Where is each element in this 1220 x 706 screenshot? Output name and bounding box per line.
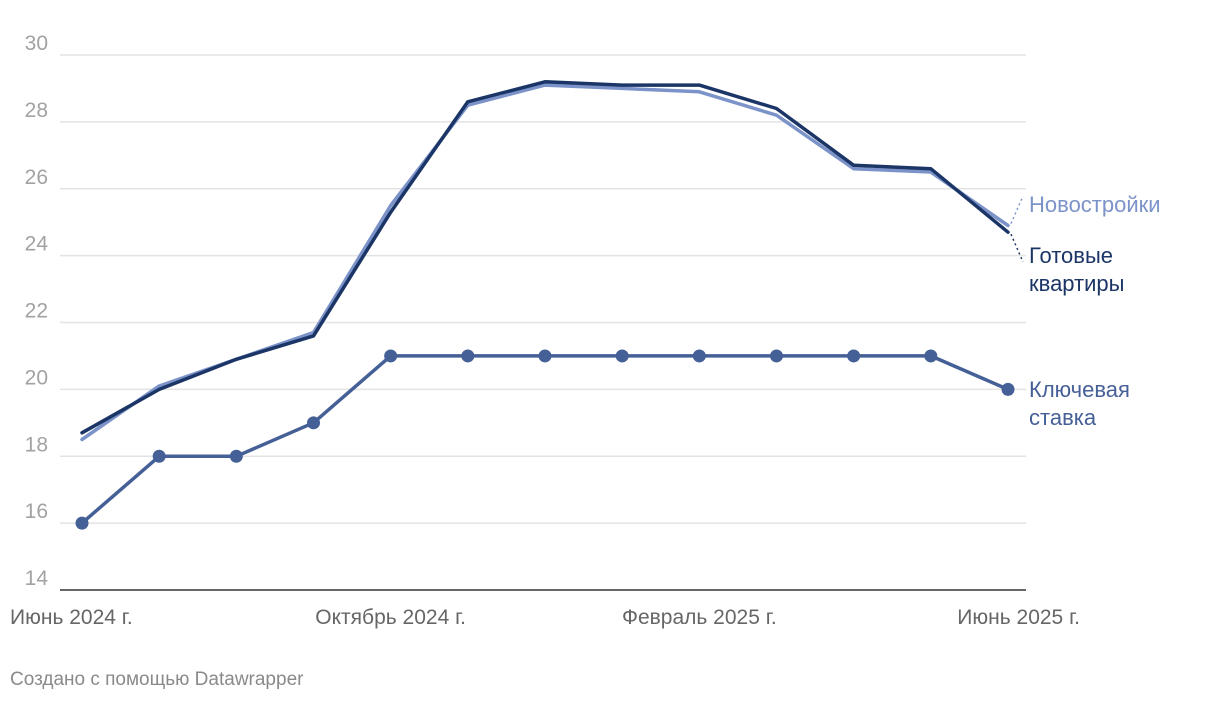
series-2-point-2024-08	[229, 449, 243, 463]
grid-layer	[60, 54, 1026, 591]
series-2-point-2025-05	[924, 349, 938, 363]
series-2-point-2024-12	[538, 349, 552, 363]
x-tick-label-2025-02: Февраль 2025 г.	[622, 606, 777, 629]
series-line-2	[80, 354, 1010, 525]
series-2-point-2024-11	[461, 349, 475, 363]
x-tick-label-2024-06: Июнь 2024 г.	[10, 606, 133, 629]
series-labels: Новостройки Готовые квартиры Ключевая ставка	[1010, 192, 1161, 430]
x-tick-label-2024-10: Октябрь 2024 г.	[315, 606, 466, 629]
y-tick-label-22: 22	[25, 300, 48, 323]
series-label-novostroyki: Новостройки	[1029, 192, 1161, 217]
y-tick-label-14: 14	[25, 567, 49, 590]
label-leader-gotovye	[1010, 233, 1024, 263]
y-tick-label-28: 28	[25, 99, 48, 122]
series-2-point-2024-09	[307, 416, 320, 430]
series-line-1	[80, 80, 1010, 435]
y-tick-label-20: 20	[25, 366, 48, 389]
series-2-point-2024-10	[384, 349, 398, 363]
series-label-gotovye-line-0: Готовые	[1029, 243, 1113, 268]
series-label-gotovye-line-1: квартиры	[1029, 271, 1124, 296]
x-axis-ticks: Июнь 2024 г. Октябрь 2024 г. Февраль 2025 …	[10, 606, 1080, 629]
series-label-klyuchevaya-line-0: Ключевая	[1029, 377, 1130, 402]
y-axis-ticks: 14 16 18 20 22 24 26 28 30	[25, 32, 49, 590]
series-label-gotovye: Готовые квартиры	[1029, 243, 1124, 296]
series-2-point-2025-01	[615, 349, 629, 363]
series-2-point-2025-06	[1001, 382, 1015, 396]
label-leader-novostroyki	[1010, 195, 1024, 224]
line-chart: 14 16 18 20 22 24 26 28 30 Июнь 2024 г. Октябрь 2…	[10, 32, 1161, 629]
y-tick-label-16: 16	[25, 500, 48, 523]
series-2-point-2025-02	[692, 349, 706, 363]
series-2-point-2025-04	[847, 349, 861, 363]
y-tick-label-18: 18	[25, 433, 48, 456]
series-2-point-2025-03	[770, 349, 783, 363]
series-label-klyuchevaya: Ключевая ставка	[1029, 377, 1130, 430]
series-line-0	[80, 83, 1010, 442]
series-2-point-2024-06	[75, 516, 89, 530]
series-2-point-2024-07	[152, 449, 166, 463]
y-tick-label-26: 26	[25, 166, 48, 189]
y-tick-label-30: 30	[25, 32, 48, 55]
y-tick-label-24: 24	[25, 233, 49, 256]
series-markers	[75, 349, 1015, 530]
series-label-klyuchevaya-line-1: ставка	[1029, 405, 1097, 430]
x-tick-label-2025-06: Июнь 2025 г.	[957, 606, 1080, 629]
datawrapper-credit[interactable]: Создано с помощью Datawrapper	[10, 669, 304, 690]
